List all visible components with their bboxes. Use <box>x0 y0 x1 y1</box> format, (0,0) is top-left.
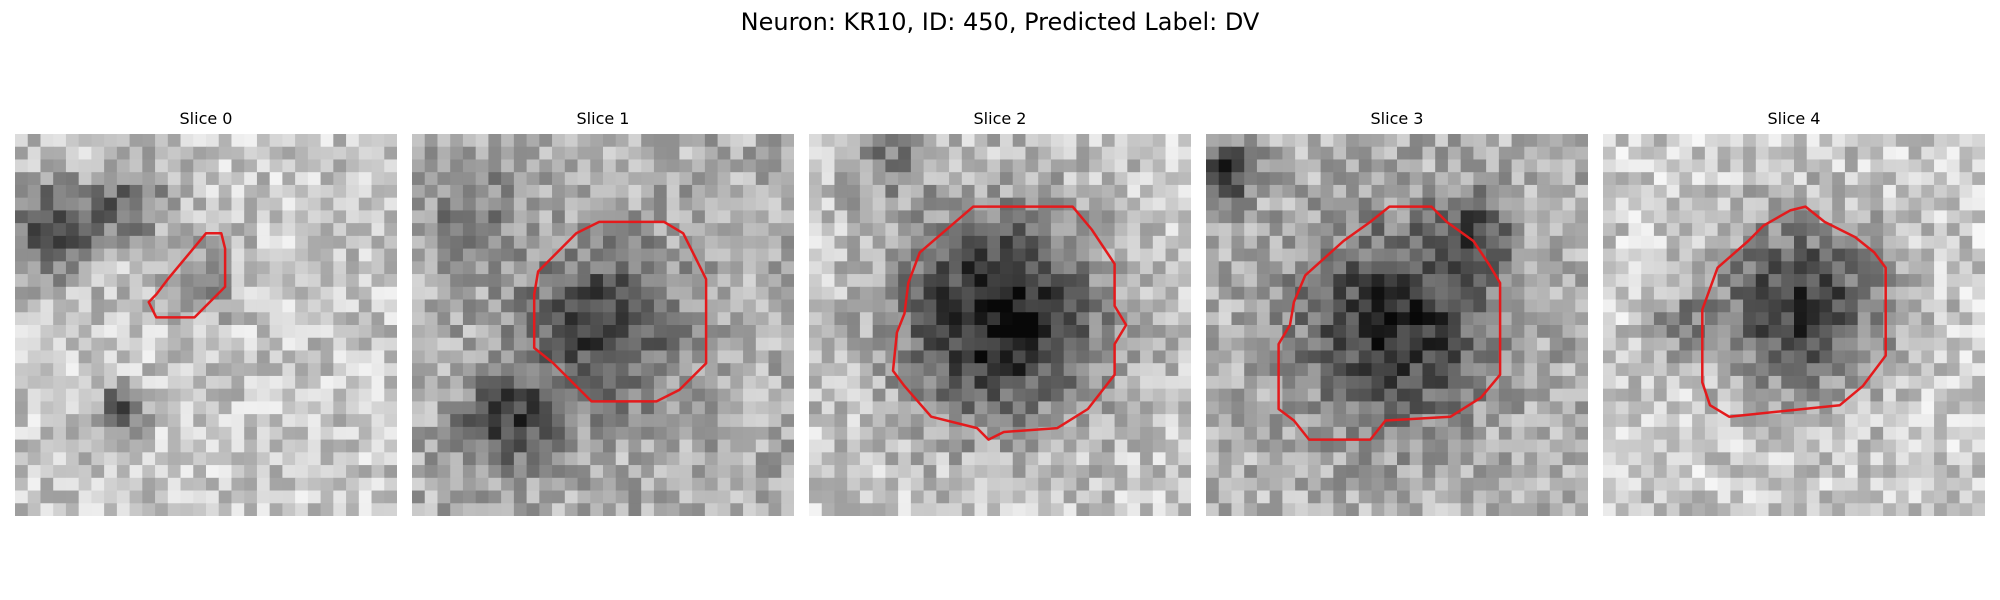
slice-image-3 <box>1206 134 1588 516</box>
pixel-grid <box>1206 134 1588 516</box>
cell-contour <box>1277 205 1502 441</box>
pixel-grid <box>1603 134 1985 516</box>
slice-panel-1: Slice 1 <box>412 108 794 516</box>
pixel-grid <box>15 134 397 516</box>
slice-image-0 <box>15 134 397 516</box>
slice-image-2 <box>809 134 1191 516</box>
cell-contour <box>1701 205 1887 418</box>
pixel-grid <box>809 134 1191 516</box>
slice-title-3: Slice 3 <box>1370 109 1424 128</box>
slice-title-4: Slice 4 <box>1767 109 1821 128</box>
slice-panel-0: Slice 0 <box>15 108 397 516</box>
slice-panel-4: Slice 4 <box>1603 108 1985 516</box>
slice-title-1: Slice 1 <box>576 109 630 128</box>
slice-panel-3: Slice 3 <box>1206 108 1588 516</box>
slice-title-2: Slice 2 <box>973 109 1027 128</box>
slice-image-4 <box>1603 134 1985 516</box>
slice-title-0: Slice 0 <box>179 109 233 128</box>
cell-contour <box>147 232 227 319</box>
cell-contour <box>532 220 708 403</box>
pixel-grid <box>412 134 794 516</box>
slice-panel-2: Slice 2 <box>809 108 1191 516</box>
cell-contour <box>891 205 1128 441</box>
slice-image-1 <box>412 134 794 516</box>
figure-title: Neuron: KR10, ID: 450, Predicted Label: … <box>740 8 1260 36</box>
